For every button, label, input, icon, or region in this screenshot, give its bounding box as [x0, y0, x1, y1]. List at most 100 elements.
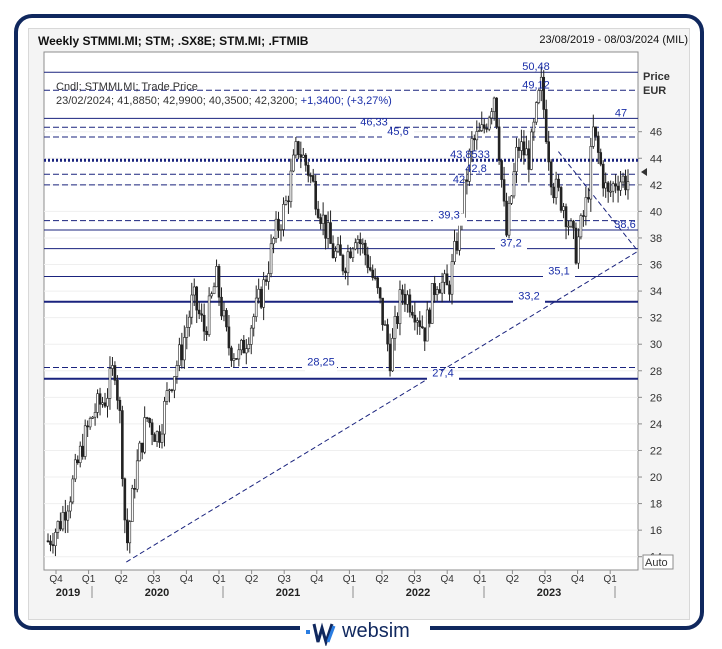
candle-body	[163, 401, 166, 435]
websim-logo-text: websim	[342, 620, 410, 642]
candle-body	[425, 309, 429, 342]
candle-body	[626, 181, 630, 191]
downtrend-line	[558, 151, 639, 252]
candle-body	[616, 185, 620, 191]
candle-body	[596, 135, 600, 153]
y-tick-label: 46	[650, 127, 662, 139]
candle-body	[277, 218, 280, 231]
candle-body	[284, 200, 288, 205]
y-tick-label: 40	[650, 206, 662, 218]
last-price-marker-icon	[641, 168, 647, 176]
candle-body	[388, 343, 392, 372]
candle-body	[438, 289, 441, 294]
candle-body	[311, 175, 315, 182]
candle-body	[59, 521, 62, 530]
candle-body	[386, 324, 389, 345]
y-tick-label: 32	[650, 313, 662, 325]
candle-body	[577, 236, 580, 264]
candle-body	[205, 330, 208, 336]
candle-body	[393, 316, 397, 339]
candle-body	[468, 151, 471, 182]
candle-body	[517, 146, 521, 151]
candle-body	[230, 347, 233, 361]
candle-body	[361, 242, 365, 245]
auto-button[interactable]: Auto	[642, 554, 674, 570]
candle-body	[485, 128, 489, 130]
candle-body	[116, 380, 119, 401]
candle-body	[113, 365, 117, 381]
candle-body	[371, 269, 375, 278]
info-line-2: 23/02/2024; 41,8850; 42,9900; 40,3500; 4…	[56, 95, 392, 107]
candle-body	[143, 417, 146, 453]
candle-body	[443, 273, 446, 283]
x-tick-label: Q1	[343, 574, 357, 585]
y-tick-label: 20	[650, 472, 662, 484]
candle-body	[180, 344, 184, 361]
candle-body	[510, 195, 513, 204]
x-tick-label: Q4	[180, 574, 194, 585]
level-label-bg	[305, 360, 337, 373]
y-tick-label: 16	[650, 525, 662, 537]
candle-body	[314, 181, 317, 210]
candle-body	[527, 148, 531, 170]
level-label: 37,2	[500, 238, 521, 250]
candle-body	[304, 154, 308, 166]
level-label-bg	[427, 371, 459, 384]
candle-body	[247, 344, 251, 349]
level-label: 39,3	[438, 210, 459, 222]
candle-body	[252, 316, 256, 329]
candle-body	[235, 358, 238, 360]
candle-body	[306, 164, 310, 176]
candle-body	[86, 425, 89, 428]
candle-body	[408, 294, 412, 313]
candle-body	[249, 327, 253, 345]
candle-body	[557, 178, 560, 188]
candle-body	[101, 402, 104, 405]
candle-body	[215, 266, 218, 288]
candle-body	[183, 337, 186, 361]
candle-body	[500, 160, 503, 180]
y-tick-label: 26	[650, 392, 662, 404]
candle-body	[406, 294, 409, 305]
candle-body	[601, 163, 605, 189]
candle-body	[416, 320, 419, 323]
y-tick-label: 28	[650, 366, 662, 378]
candle-body	[381, 297, 384, 326]
candle-body	[448, 284, 451, 295]
candle-body	[126, 519, 129, 544]
level-label-bg	[358, 120, 390, 133]
candle-body	[165, 390, 169, 402]
candle-body	[591, 126, 595, 147]
candle-body	[173, 376, 176, 391]
candle-body	[495, 97, 498, 128]
price-axis-title: Price	[643, 71, 670, 83]
x-tick-label: Q4	[571, 574, 585, 585]
candle-body	[140, 442, 144, 453]
x-tick-label: Q3	[408, 574, 422, 585]
candle-body	[522, 141, 526, 156]
candle-body	[383, 324, 387, 326]
candle-body	[334, 250, 337, 259]
candle-body	[582, 215, 585, 217]
y-tick-label: 22	[650, 445, 662, 457]
candle-body	[319, 217, 322, 224]
candle-body	[98, 393, 102, 405]
candle-body	[482, 124, 486, 129]
candle-body	[289, 170, 293, 202]
candle-body	[272, 238, 275, 245]
info-line-1: Cndl; STMMI.MI; Trade Price	[56, 81, 198, 93]
level-label: 38,6	[614, 219, 635, 231]
candle-body	[130, 488, 134, 522]
candles	[46, 66, 630, 557]
candle-body	[326, 222, 330, 239]
candle-body	[344, 270, 347, 274]
candle-body	[512, 171, 516, 197]
x-tick-label: Q3	[147, 574, 161, 585]
y-tick-label: 18	[650, 499, 662, 511]
candle-body	[257, 288, 260, 299]
candle-body	[160, 433, 164, 443]
candle-body	[227, 326, 231, 349]
candle-body	[111, 365, 114, 369]
candle-body	[93, 412, 97, 418]
candle-body	[611, 183, 615, 192]
